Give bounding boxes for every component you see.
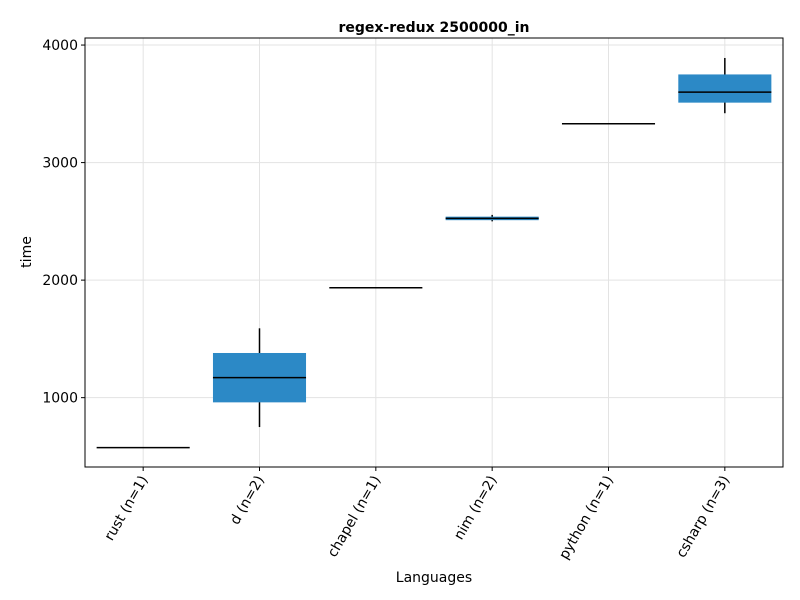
box-1 [212, 328, 307, 428]
x-axis-label: Languages [396, 570, 472, 586]
box-iqr [678, 74, 772, 103]
x-tick-label: rust (n=1) [102, 473, 152, 544]
x-tick-label: d (n=2) [227, 473, 268, 528]
plot-frame [84, 37, 784, 468]
y-tick-label: 1000 [42, 391, 78, 407]
y-ticks: 1000 2000 3000 4000 [42, 38, 85, 407]
box-3 [445, 214, 539, 222]
y-tick-label: 4000 [42, 38, 78, 54]
x-tick-label: csharp (n=3) [673, 473, 733, 561]
x-tick-label: nim (n=2) [451, 473, 501, 543]
x-ticks: rust (n=1) d (n=2) chapel (n=1) nim (n=2) py… [102, 467, 733, 562]
x-tick-label: chapel (n=1) [325, 473, 385, 560]
grid-layer [85, 38, 783, 467]
y-axis-label: time [19, 236, 35, 268]
x-tick-label: python (n=1) [556, 473, 617, 562]
chart-title: regex-redux 2500000_in [338, 20, 529, 36]
box-5 [678, 57, 772, 114]
y-tick-label: 2000 [42, 273, 78, 289]
box-layer [96, 57, 772, 449]
y-tick-label: 3000 [42, 156, 78, 172]
